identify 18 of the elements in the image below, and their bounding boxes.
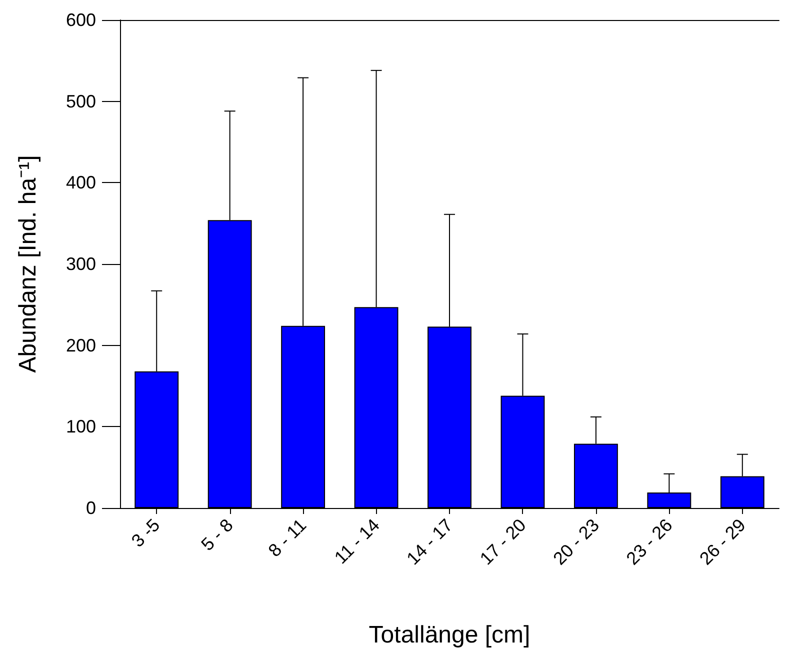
- y-tick-label: 100: [66, 416, 96, 437]
- x-tick-label: 3 -5: [128, 514, 164, 551]
- y-tick-label: 400: [66, 172, 96, 193]
- x-tick-label: 17 - 20: [476, 514, 530, 569]
- x-tick-label: 14 - 17: [402, 514, 457, 569]
- x-axis-title: Totallänge [cm]: [368, 622, 530, 648]
- x-tick-label: 5 - 8: [197, 514, 237, 555]
- x-tick-label: 26 - 29: [696, 514, 750, 569]
- y-tick-label: 600: [66, 10, 96, 30]
- x-tick-label: 23 - 26: [622, 514, 676, 569]
- y-axis-title: Abundanz [Ind. ha⁻¹]: [14, 155, 42, 373]
- y-tick-label: 0: [86, 498, 96, 518]
- y-tick-label: 500: [66, 91, 96, 112]
- x-tick-label: 11 - 14: [330, 514, 384, 568]
- y-tick-label: 200: [66, 335, 96, 356]
- x-tick-label: 8 - 11: [264, 514, 310, 561]
- x-tick-label: 20 - 23: [549, 514, 604, 569]
- y-tick-label: 300: [66, 254, 96, 274]
